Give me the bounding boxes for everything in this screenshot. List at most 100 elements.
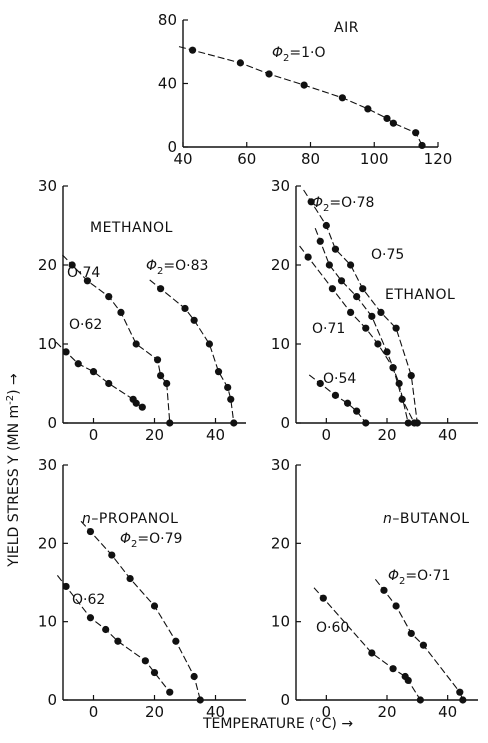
y-tick-label-propanol: 10	[38, 613, 57, 631]
x-axis-title: TEMPERATURE (°C) →	[202, 716, 353, 732]
series-label-ethanol-3: Φ2=O·78	[312, 195, 374, 214]
data-point-propanol-0	[86, 614, 95, 622]
data-point-ethanol-3	[407, 372, 415, 380]
data-point-butanol-1	[380, 586, 388, 594]
y-tick-label-air: 40	[158, 75, 177, 93]
x-tick-label-butanol: 20	[377, 703, 396, 721]
data-point-air-0	[389, 119, 397, 127]
data-point-ethanol-0	[353, 407, 361, 415]
data-point-ethanol-1	[328, 285, 336, 293]
data-point-ethanol-2	[383, 348, 391, 356]
data-point-propanol-1	[150, 602, 159, 610]
panel-title-propanol: n–PROPANOL	[82, 511, 178, 527]
data-point-butanol-0	[416, 696, 424, 704]
data-point-ethanol-3	[331, 245, 340, 253]
phi-symbol: Φ	[312, 195, 323, 211]
data-point-propanol-0	[166, 688, 174, 696]
panel-methanol: 0 20 40 0 10 20 30 METHANOL O·62 O·74 Φ2=O·83	[38, 177, 246, 444]
data-point-ethanol-3	[347, 261, 355, 269]
x-tick-label-air: 60	[237, 150, 256, 168]
data-point-butanol-0	[389, 665, 397, 673]
data-point-butanol-1	[419, 641, 427, 649]
data-point-propanol-0	[114, 637, 122, 645]
data-point-methanol-2	[190, 316, 198, 324]
data-point-ethanol-0	[362, 419, 370, 427]
data-point-propanol-1	[126, 574, 134, 583]
y-tick-label-propanol: 0	[47, 691, 57, 709]
data-point-air-0	[412, 129, 420, 137]
x-tick-label-methanol: 0	[89, 426, 99, 444]
y-tick-label-air: 0	[167, 138, 177, 156]
data-point-methanol-0	[89, 368, 98, 376]
data-point-propanol-1	[86, 527, 95, 536]
panel-propanol: 0 20 40 0 10 20 30 n–PROPANOL O·62 Φ2=O·79	[38, 456, 246, 721]
y-axis-title-sup: -2	[5, 395, 16, 405]
data-point-ethanol-0	[331, 391, 340, 399]
y-axis-title-main: YIELD STRESS Y (MN m	[6, 405, 22, 568]
fit-line-butanol-1	[374, 578, 464, 701]
x-tick-label-ethanol: 0	[322, 426, 332, 444]
fit-line-ethanol-3	[303, 189, 418, 424]
data-point-air-0	[364, 105, 372, 113]
y-tick-label-methanol: 10	[38, 335, 57, 353]
fit-line-butanol-0	[313, 587, 421, 701]
data-point-ethanol-3	[377, 308, 385, 316]
phi-symbol: Φ	[388, 568, 399, 584]
y-tick-label-butanol: 20	[271, 534, 290, 552]
series-label-value: =O·83	[163, 258, 208, 274]
data-point-methanol-0	[62, 348, 70, 356]
data-point-butanol-1	[407, 629, 415, 638]
y-tick-label-ethanol: 0	[280, 414, 290, 432]
data-point-methanol-1	[157, 372, 165, 380]
data-point-ethanol-1	[374, 340, 382, 348]
data-point-air-0	[418, 141, 426, 150]
y-tick-label-propanol: 20	[38, 534, 57, 552]
panel-title-name: –PROPANOL	[91, 511, 178, 527]
fit-line-methanol-2	[149, 279, 235, 424]
phi-subscript: 2	[323, 203, 329, 214]
fit-line-ethanol-2	[314, 228, 415, 424]
data-point-air-0	[338, 94, 346, 102]
data-point-ethanol-3	[392, 324, 400, 332]
y-tick-label-butanol: 0	[280, 691, 290, 709]
data-point-methanol-0	[105, 379, 113, 388]
data-point-propanol-1	[196, 696, 204, 704]
phi-subscript: 2	[157, 266, 163, 277]
data-point-methanol-1	[117, 308, 125, 316]
data-point-ethanol-2	[325, 261, 333, 269]
data-point-ethanol-3	[413, 419, 421, 427]
y-tick-label-ethanol: 20	[271, 256, 290, 274]
data-point-butanol-0	[404, 676, 412, 685]
data-point-ethanol-1	[404, 419, 412, 427]
panel-title-methanol: METHANOL	[90, 220, 173, 236]
data-point-methanol-1	[68, 261, 76, 269]
series-label-value: =O·78	[329, 195, 374, 211]
data-point-ethanol-1	[304, 253, 312, 261]
series-label-propanol-1: Φ2=O·79	[120, 531, 182, 550]
data-point-propanol-0	[102, 625, 110, 634]
data-point-ethanol-3	[307, 198, 315, 206]
data-point-ethanol-1	[347, 308, 355, 316]
x-tick-label-ethanol: 20	[377, 426, 396, 444]
series-label-ethanol-2: O·75	[371, 247, 404, 263]
x-tick-label-air: 100	[360, 150, 389, 168]
series-label-propanol-0: O·62	[72, 592, 105, 608]
y-tick-label-propanol: 30	[38, 456, 57, 474]
data-point-methanol-2	[224, 383, 232, 392]
data-point-butanol-0	[368, 649, 376, 657]
series-label-methanol-2: Φ2=O·83	[146, 258, 208, 277]
series-label-methanol-0: O·62	[69, 317, 102, 333]
phi-subscript: 2	[131, 539, 137, 550]
y-tick-label-ethanol: 30	[271, 177, 290, 195]
phi-symbol: Φ	[146, 258, 157, 274]
data-point-butanol-1	[392, 602, 400, 610]
series-label-butanol-0: O·60	[316, 620, 349, 636]
data-point-air-0	[383, 114, 391, 123]
data-point-methanol-1	[83, 277, 91, 285]
y-tick-label-methanol: 20	[38, 256, 57, 274]
series-label-methanol-1: O·74	[67, 265, 100, 281]
data-point-methanol-2	[230, 419, 238, 427]
data-point-air-0	[300, 81, 308, 89]
x-tick-label-butanol: 40	[438, 703, 457, 721]
